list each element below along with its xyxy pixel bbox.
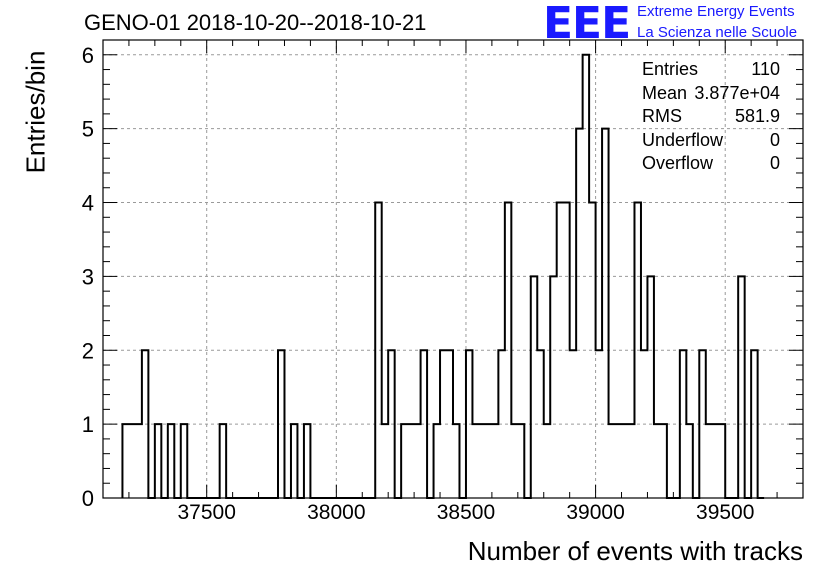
tick-labels: 37500 38000 38500 39000 39500 0 1 2 3 4 5 6 — [82, 43, 755, 524]
stat-label: Entries — [642, 59, 699, 79]
histogram-bin — [609, 424, 615, 498]
histogram-bin — [492, 424, 498, 498]
histogram-bin — [622, 424, 628, 498]
logo-line-2: La Scienza nelle Scuole — [637, 24, 798, 41]
logo-line-1: Extreme Energy Events — [637, 3, 795, 20]
y-tick-label: 6 — [82, 43, 94, 68]
stat-row-mean: Mean 3.877e+04 — [642, 82, 780, 106]
stat-row-entries: Entries 110 — [642, 58, 780, 82]
y-tick-label: 4 — [82, 191, 94, 216]
y-tick-label: 1 — [82, 412, 94, 437]
x-tick-label: 37500 — [178, 501, 236, 524]
histogram-bin — [654, 424, 660, 498]
stat-row-underflow: Underflow 0 — [642, 129, 780, 153]
stat-row-overflow: Overflow 0 — [642, 152, 780, 176]
chart-title: GENO-01 2018-10-20--2018-10-21 — [84, 10, 427, 35]
histogram-bin — [408, 424, 414, 498]
histogram-bin — [544, 424, 550, 498]
stat-row-rms: RMS 581.9 — [642, 105, 780, 129]
histogram-bin — [135, 424, 141, 498]
stat-value: 110 — [751, 59, 780, 79]
stat-label: Mean — [642, 82, 688, 103]
histogram-bin — [479, 424, 485, 498]
histogram-bin — [472, 424, 478, 498]
x-axis-label: Number of events with tracks — [467, 536, 803, 566]
plot-frame — [102, 39, 804, 499]
stat-value: 0 — [769, 153, 780, 173]
histogram-bin — [382, 424, 388, 498]
histogram-bin — [706, 424, 712, 498]
histogram-bin — [712, 424, 718, 498]
stat-label: RMS — [642, 106, 682, 126]
x-tick-label: 39500 — [696, 501, 754, 524]
histogram-bin — [511, 424, 517, 498]
y-tick-label: 0 — [82, 486, 94, 511]
stat-value: 0 — [769, 129, 780, 150]
y-axis-label: Entries/bin — [20, 50, 51, 174]
stat-value: 3.877e+04 — [694, 82, 780, 103]
y-tick-label: 5 — [82, 117, 94, 142]
x-tick-label: 39000 — [566, 501, 624, 524]
eee-logo: EEE — [543, 0, 631, 49]
histogram-bin — [628, 424, 634, 498]
y-tick-label: 3 — [82, 264, 94, 289]
y-tick-label: 2 — [82, 338, 94, 363]
x-tick-label: 38000 — [307, 501, 365, 524]
stats-box: Entries 110 Mean 3.877e+04 RMS 581.9 Und… — [642, 58, 780, 176]
stat-label: Underflow — [642, 129, 724, 150]
x-tick-label: 38500 — [437, 501, 495, 524]
histogram-bin — [414, 424, 420, 498]
histogram-bin — [615, 424, 621, 498]
axes — [102, 39, 804, 499]
stat-value: 581.9 — [734, 106, 780, 126]
histogram-bin — [129, 424, 135, 498]
stat-label: Overflow — [642, 153, 714, 173]
histogram-bin — [485, 424, 491, 498]
